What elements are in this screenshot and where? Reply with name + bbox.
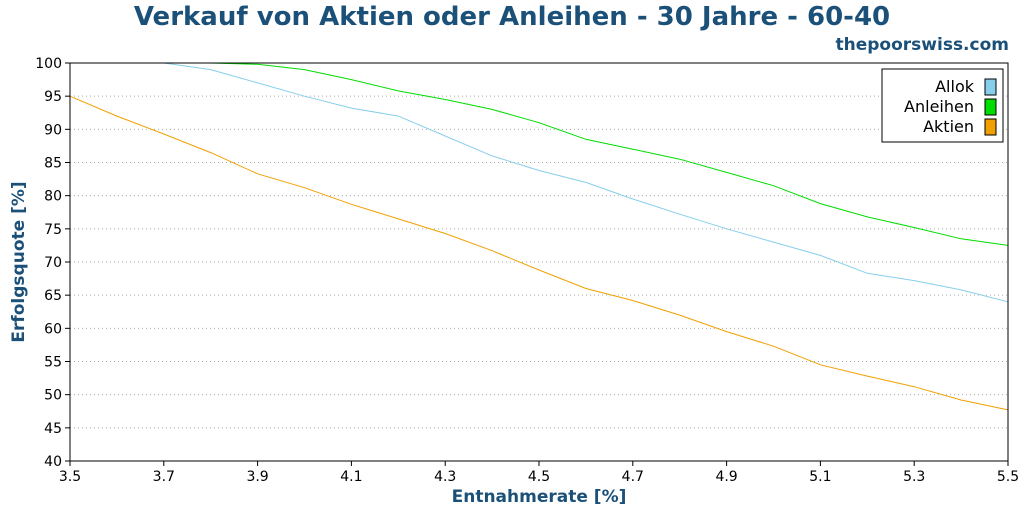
legend-swatch — [984, 78, 997, 96]
x-tick-label: 4.1 — [340, 469, 362, 485]
x-tick-label: 3.5 — [59, 469, 81, 485]
x-tick-label: 5.3 — [903, 469, 925, 485]
y-tick-label: 70 — [44, 255, 62, 271]
legend-swatch — [984, 118, 997, 136]
brand-label: thepoorswiss.com — [836, 35, 1010, 55]
series-line-allok — [70, 62, 1009, 303]
legend-swatch — [984, 98, 997, 116]
series-line-anleihen — [70, 62, 1009, 246]
y-tick-label: 50 — [44, 388, 62, 404]
y-axis-label: Erfolgsquote [%] — [9, 181, 29, 342]
y-tick-label: 40 — [44, 454, 62, 470]
grid — [70, 95, 1008, 429]
y-tick-label: 45 — [44, 421, 62, 437]
y-tick-label: 85 — [44, 156, 62, 172]
y-tick-label: 95 — [44, 89, 62, 105]
x-tick-label: 4.5 — [528, 469, 550, 485]
x-tick-label: 3.9 — [246, 469, 268, 485]
axis-ticks: 100 95 90 85 80 75 70 65 60 55 50 45 403.5 3.7 3.9 4.1 4… — [35, 56, 1019, 485]
chart-title: Verkauf von Aktien oder Anleihen - 30 Ja… — [134, 2, 890, 32]
series-lines — [69, 62, 1009, 411]
y-tick-label: 65 — [44, 288, 62, 304]
y-tick-label: 80 — [44, 189, 62, 205]
x-tick-label: 5.5 — [997, 469, 1019, 485]
legend-label: Anleihen — [904, 97, 974, 116]
legend-label: Allok — [935, 77, 975, 96]
x-tick-label: 4.7 — [622, 469, 644, 485]
series-line-aktien — [69, 95, 1009, 411]
legend-box — [881, 68, 1004, 143]
x-tick-label: 4.3 — [434, 469, 456, 485]
y-tick-label: 55 — [44, 355, 62, 371]
x-tick-label: 5.1 — [809, 469, 831, 485]
x-axis-label: Entnahmerate [%] — [452, 487, 627, 507]
x-tick-label: 4.9 — [715, 469, 737, 485]
y-tick-label: 60 — [44, 321, 62, 337]
legend-label: Aktien — [923, 117, 974, 136]
y-tick-label: 90 — [44, 122, 62, 138]
y-tick-label: 75 — [44, 222, 62, 238]
x-tick-label: 3.7 — [153, 469, 175, 485]
y-tick-label: 100 — [35, 56, 62, 72]
